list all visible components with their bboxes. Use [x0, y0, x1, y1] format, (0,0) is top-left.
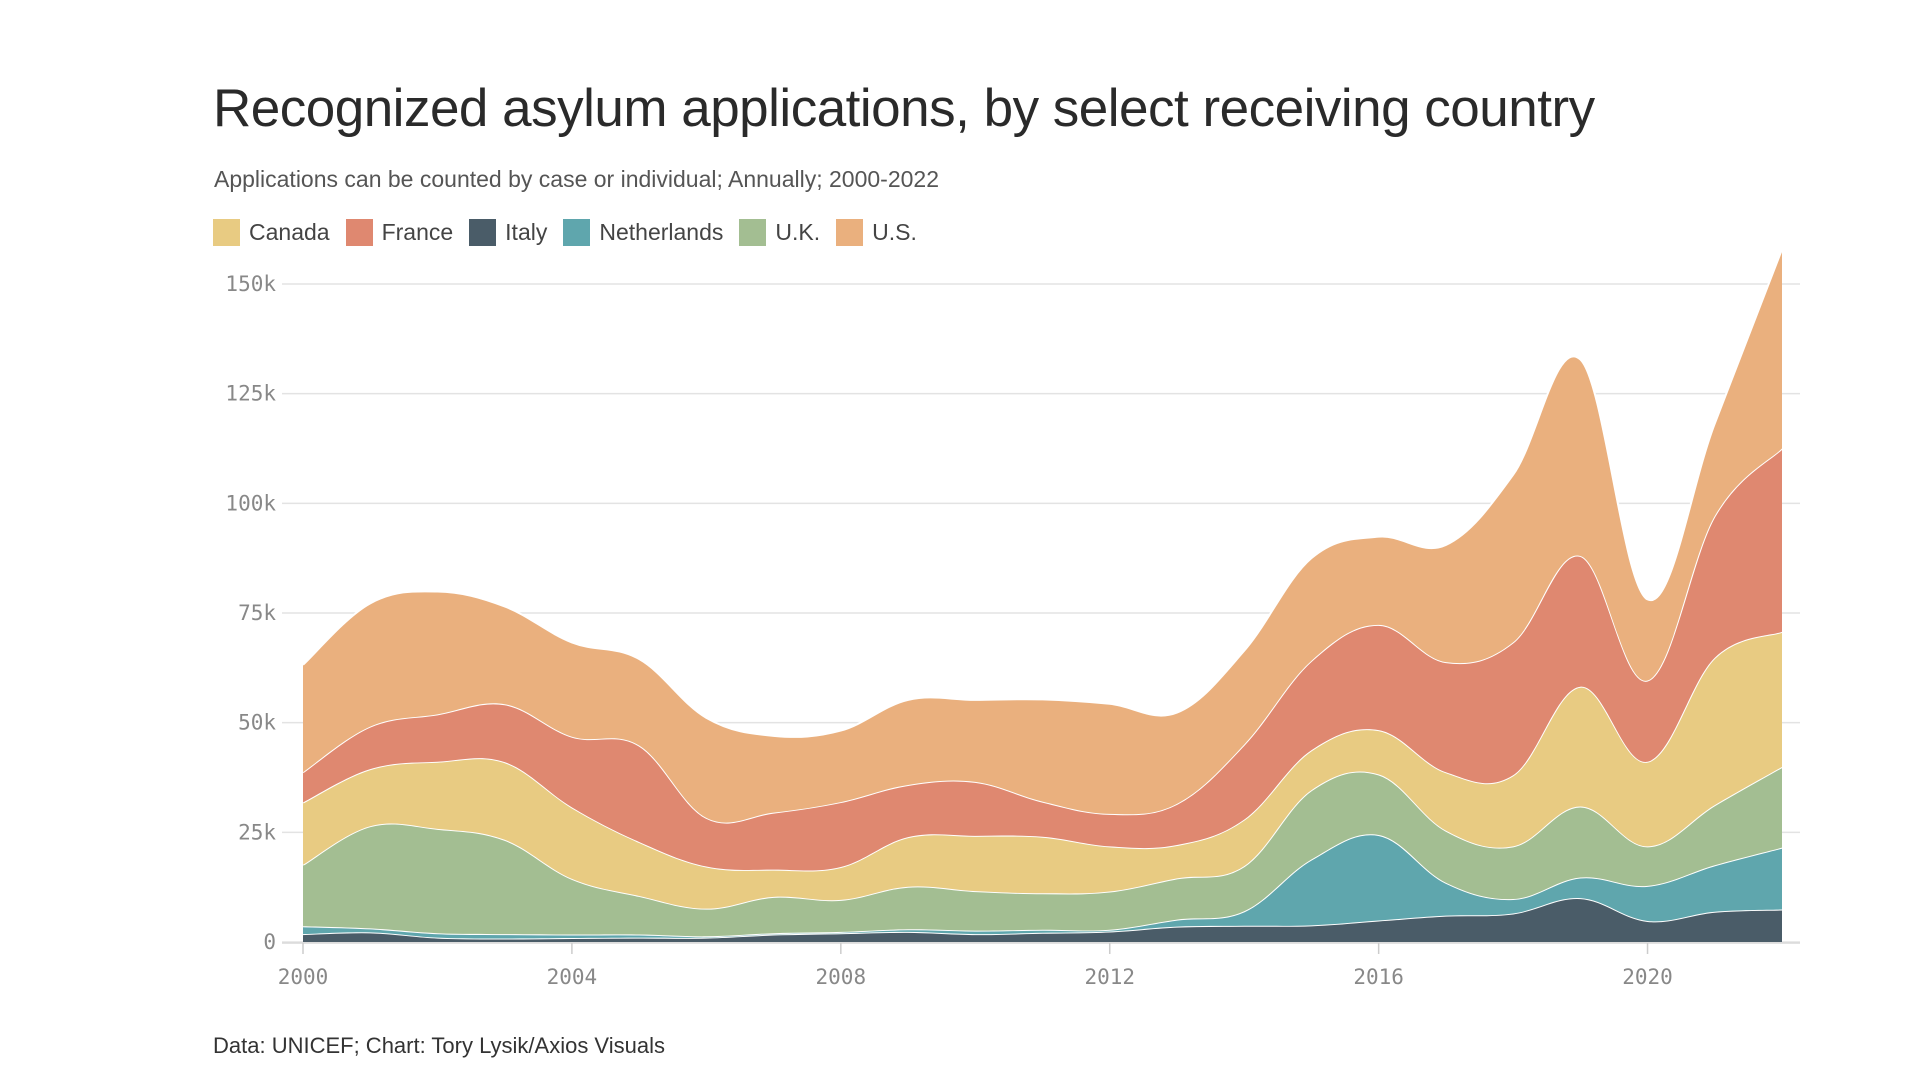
y-tick-label: 100k [225, 491, 276, 515]
legend-swatch-canada [213, 219, 240, 246]
legend-item-italy: Italy [469, 219, 547, 246]
legend-item-france: France [345, 219, 454, 246]
legend-swatch-u-s [836, 219, 864, 246]
x-tick-label: 2000 [278, 965, 329, 989]
area-u-s [303, 249, 1782, 823]
legend-item-canada: Canada [213, 219, 330, 246]
x-tick-label: 2004 [547, 965, 598, 989]
chart-subtitle: Applications can be counted by case or i… [214, 166, 939, 192]
area-edge-u-s [302, 248, 1783, 738]
y-tick-label: 50k [238, 711, 276, 735]
x-tick-label: 2012 [1084, 965, 1135, 989]
legend-swatch-italy [469, 219, 497, 246]
legend-label-france: France [381, 219, 454, 245]
y-tick-label: 75k [238, 601, 276, 625]
legend-item-u-s: U.S. [836, 219, 917, 246]
area-canada [303, 631, 1782, 909]
y-tick-label: 150k [225, 272, 276, 296]
x-tick-label: 2020 [1622, 965, 1673, 989]
y-tick-label: 0 [263, 930, 276, 954]
legend-label-u-k: U.K. [775, 219, 821, 245]
legend-label-u-s: U.S. [872, 219, 917, 245]
chart-legend: Canada France Italy Netherlands U.K. U.S. [213, 219, 933, 246]
y-tick-label: 125k [225, 382, 276, 406]
area-france [303, 448, 1782, 871]
area-italy [303, 898, 1782, 942]
legend-label-netherlands: Netherlands [599, 219, 724, 245]
area-netherlands [303, 834, 1782, 939]
chart-source: Data: UNICEF; Chart: Tory Lysik/Axios Vi… [213, 1033, 665, 1058]
x-tick-label: 2016 [1353, 965, 1404, 989]
x-tick-label: 2008 [816, 965, 867, 989]
legend-swatch-u-k [739, 219, 767, 246]
legend-item-u-k: U.K. [739, 219, 820, 246]
y-tick-label: 25k [238, 820, 276, 844]
area-u-k [303, 766, 1782, 937]
legend-swatch-france [345, 219, 373, 246]
chart-title: Recognized asylum applications, by selec… [213, 79, 1595, 138]
area-series [302, 248, 1783, 942]
legend-item-netherlands: Netherlands [563, 219, 723, 246]
legend-swatch-netherlands [563, 219, 591, 246]
legend-label-italy: Italy [505, 219, 548, 245]
axes: 0 25k 50k 75k 100k 125k 150k 2000 2004 2008 2012 20… [225, 272, 1800, 989]
legend-label-canada: Canada [249, 219, 330, 245]
